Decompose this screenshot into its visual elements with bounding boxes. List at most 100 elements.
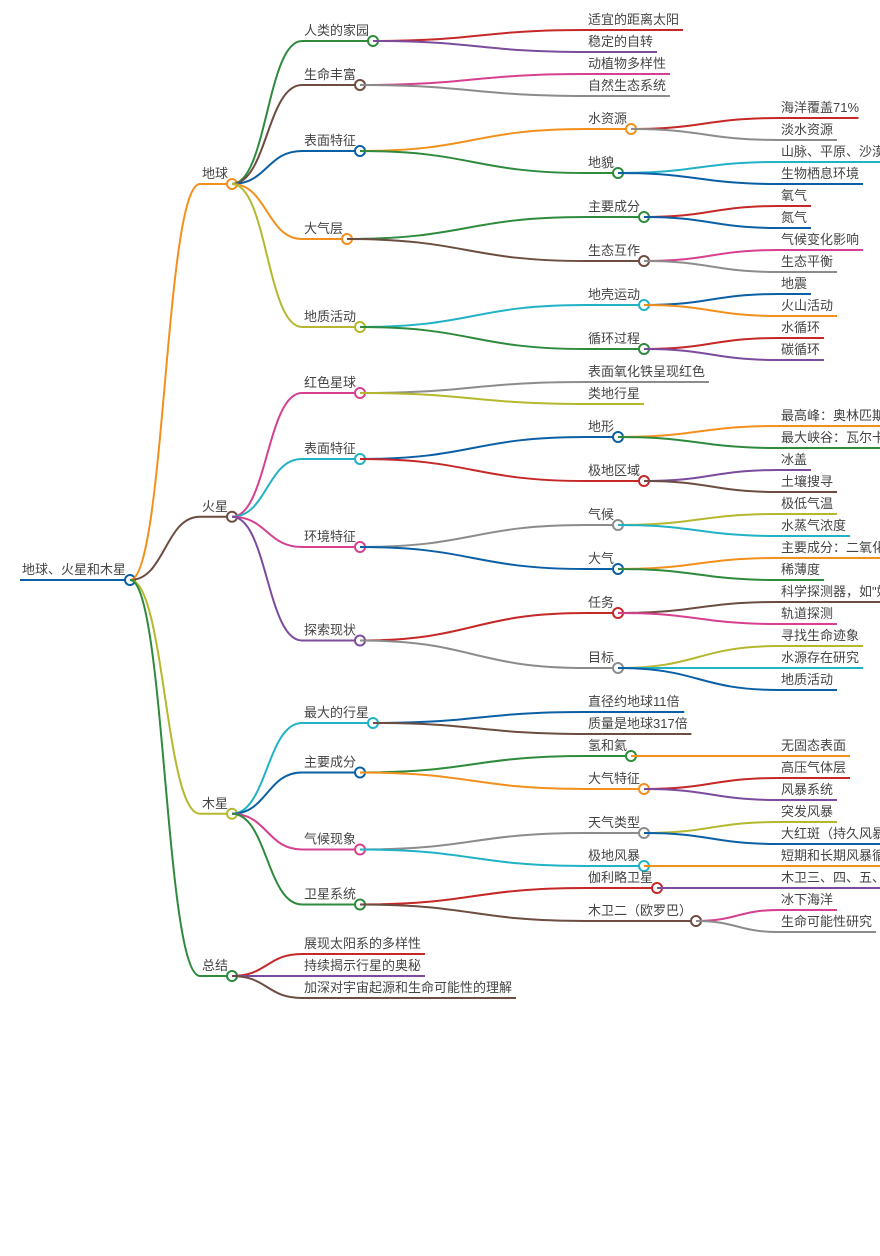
mindmap-link (644, 206, 779, 217)
mindmap-link (347, 217, 586, 239)
mindmap-link (232, 393, 302, 517)
mindmap-link (360, 327, 586, 349)
node-label: 最大的行星 (304, 705, 369, 720)
node-label: 地质活动 (781, 672, 833, 687)
mindmap-link (360, 547, 586, 569)
mindmap-link (644, 778, 779, 789)
node-label: 生命可能性研究 (781, 914, 872, 929)
node-label: 适宜的距离太阳 (588, 12, 679, 27)
mindmap-link (644, 822, 779, 833)
node-label: 大气特征 (588, 771, 640, 786)
node-label: 海洋覆盖71% (781, 100, 859, 115)
mindmap-link (618, 668, 779, 690)
node-label: 极地风暴 (588, 848, 640, 863)
node-label: 气候现象 (304, 832, 356, 847)
node-label: 地形 (588, 419, 614, 434)
node-label: 循环过程 (588, 331, 640, 346)
mindmap-link (644, 470, 779, 481)
node-label: 主要成分 (304, 755, 356, 770)
mindmap-link (618, 173, 779, 184)
node-label: 气候变化影响 (781, 232, 859, 247)
node-label: 最高峰：奥林匹斯山 (781, 408, 880, 423)
mindmap-link (232, 723, 302, 814)
node-label: 稀薄度 (781, 562, 820, 577)
mindmap-link (232, 814, 302, 905)
mindmap-link (360, 151, 586, 173)
mindmap-link (360, 129, 586, 151)
node-label: 生态平衡 (781, 254, 833, 269)
mindmap-link (644, 294, 779, 305)
mindmap-link (618, 525, 779, 536)
mindmap-link (618, 646, 779, 668)
node-label: 加深对宇宙起源和生命可能性的理解 (304, 980, 512, 995)
node-label: 红色星球 (304, 375, 356, 390)
mindmap-link (232, 976, 302, 998)
node-label: 水资源 (588, 111, 627, 126)
mindmap-link (360, 850, 586, 867)
node-label: 土壤搜寻 (781, 474, 833, 489)
mindmap-link (360, 756, 586, 773)
node-label: 表面特征 (304, 441, 356, 456)
node-label: 生态互作 (588, 243, 640, 258)
mindmap-link (644, 481, 779, 492)
node-label: 氮气 (781, 210, 807, 225)
node-label: 卫星系统 (304, 887, 356, 902)
node-label: 类地行星 (588, 386, 640, 401)
mindmap-link (232, 85, 302, 184)
node-label: 无固态表面 (781, 738, 846, 753)
mindmap-link (618, 437, 779, 448)
mindmap-link (618, 162, 779, 173)
node-label: 淡水资源 (781, 122, 833, 137)
mindmap-link (360, 382, 586, 393)
node-label: 生命丰富 (304, 67, 356, 82)
node-label: 主要成分 (588, 199, 640, 214)
mindmap-link (644, 789, 779, 800)
node-label: 山脉、平原、沙漠 (781, 144, 880, 159)
mindmap-link (232, 184, 302, 327)
node-label: 大气 (588, 551, 614, 566)
node-label: 木卫三、四、五、六 (781, 870, 880, 885)
node-label: 轨道探测 (781, 606, 833, 621)
node-label: 大红斑（持久风暴） (781, 826, 880, 841)
mindmap-link (618, 569, 779, 580)
node-label: 人类的家园 (304, 23, 369, 38)
mindmap-link (373, 41, 586, 52)
mindmap-link (347, 239, 586, 261)
mindmap-link (644, 261, 779, 272)
mindmap-link (360, 525, 586, 547)
node-label: 稳定的自转 (588, 34, 653, 49)
node-label: 任务 (588, 595, 614, 610)
node-label: 火星 (202, 499, 228, 514)
node-label: 环境特征 (304, 529, 356, 544)
mindmap-link (360, 85, 586, 96)
mindmap-link (232, 517, 302, 641)
node-label: 地貌 (588, 155, 614, 170)
node-label: 气候 (588, 507, 614, 522)
node-label: 探索现状 (304, 623, 356, 638)
node-label: 极低气温 (781, 496, 833, 511)
mindmap-link (644, 338, 779, 349)
mindmap-link (373, 712, 586, 723)
node-label: 氢和氦 (588, 738, 627, 753)
node-label: 突发风暴 (781, 804, 833, 819)
node-label: 水源存在研究 (781, 650, 859, 665)
mindmap-link (360, 641, 586, 669)
mindmap-link (232, 954, 302, 976)
node-label: 最大峡谷：瓦尔卡尼亚峡谷 (781, 430, 880, 445)
node-label: 高压气体层 (781, 760, 846, 775)
node-label: 直径约地球11倍 (588, 694, 680, 709)
node-label: 水循环 (781, 320, 820, 335)
node-label: 寻找生命迹象 (781, 628, 859, 643)
node-label: 总结 (202, 958, 228, 973)
node-label: 短期和长期风暴循环 (781, 848, 880, 863)
node-label: 风暴系统 (781, 782, 833, 797)
node-label: 极地区域 (588, 463, 640, 478)
mindmap-link (360, 773, 586, 790)
mindmap-link (232, 814, 302, 850)
mindmap-link (360, 437, 586, 459)
node-label: 质量是地球317倍 (588, 716, 688, 731)
mindmap-link (618, 602, 779, 613)
node-label: 地震 (781, 276, 807, 291)
mindmap-link (232, 459, 302, 517)
node-label: 动植物多样性 (588, 56, 666, 71)
